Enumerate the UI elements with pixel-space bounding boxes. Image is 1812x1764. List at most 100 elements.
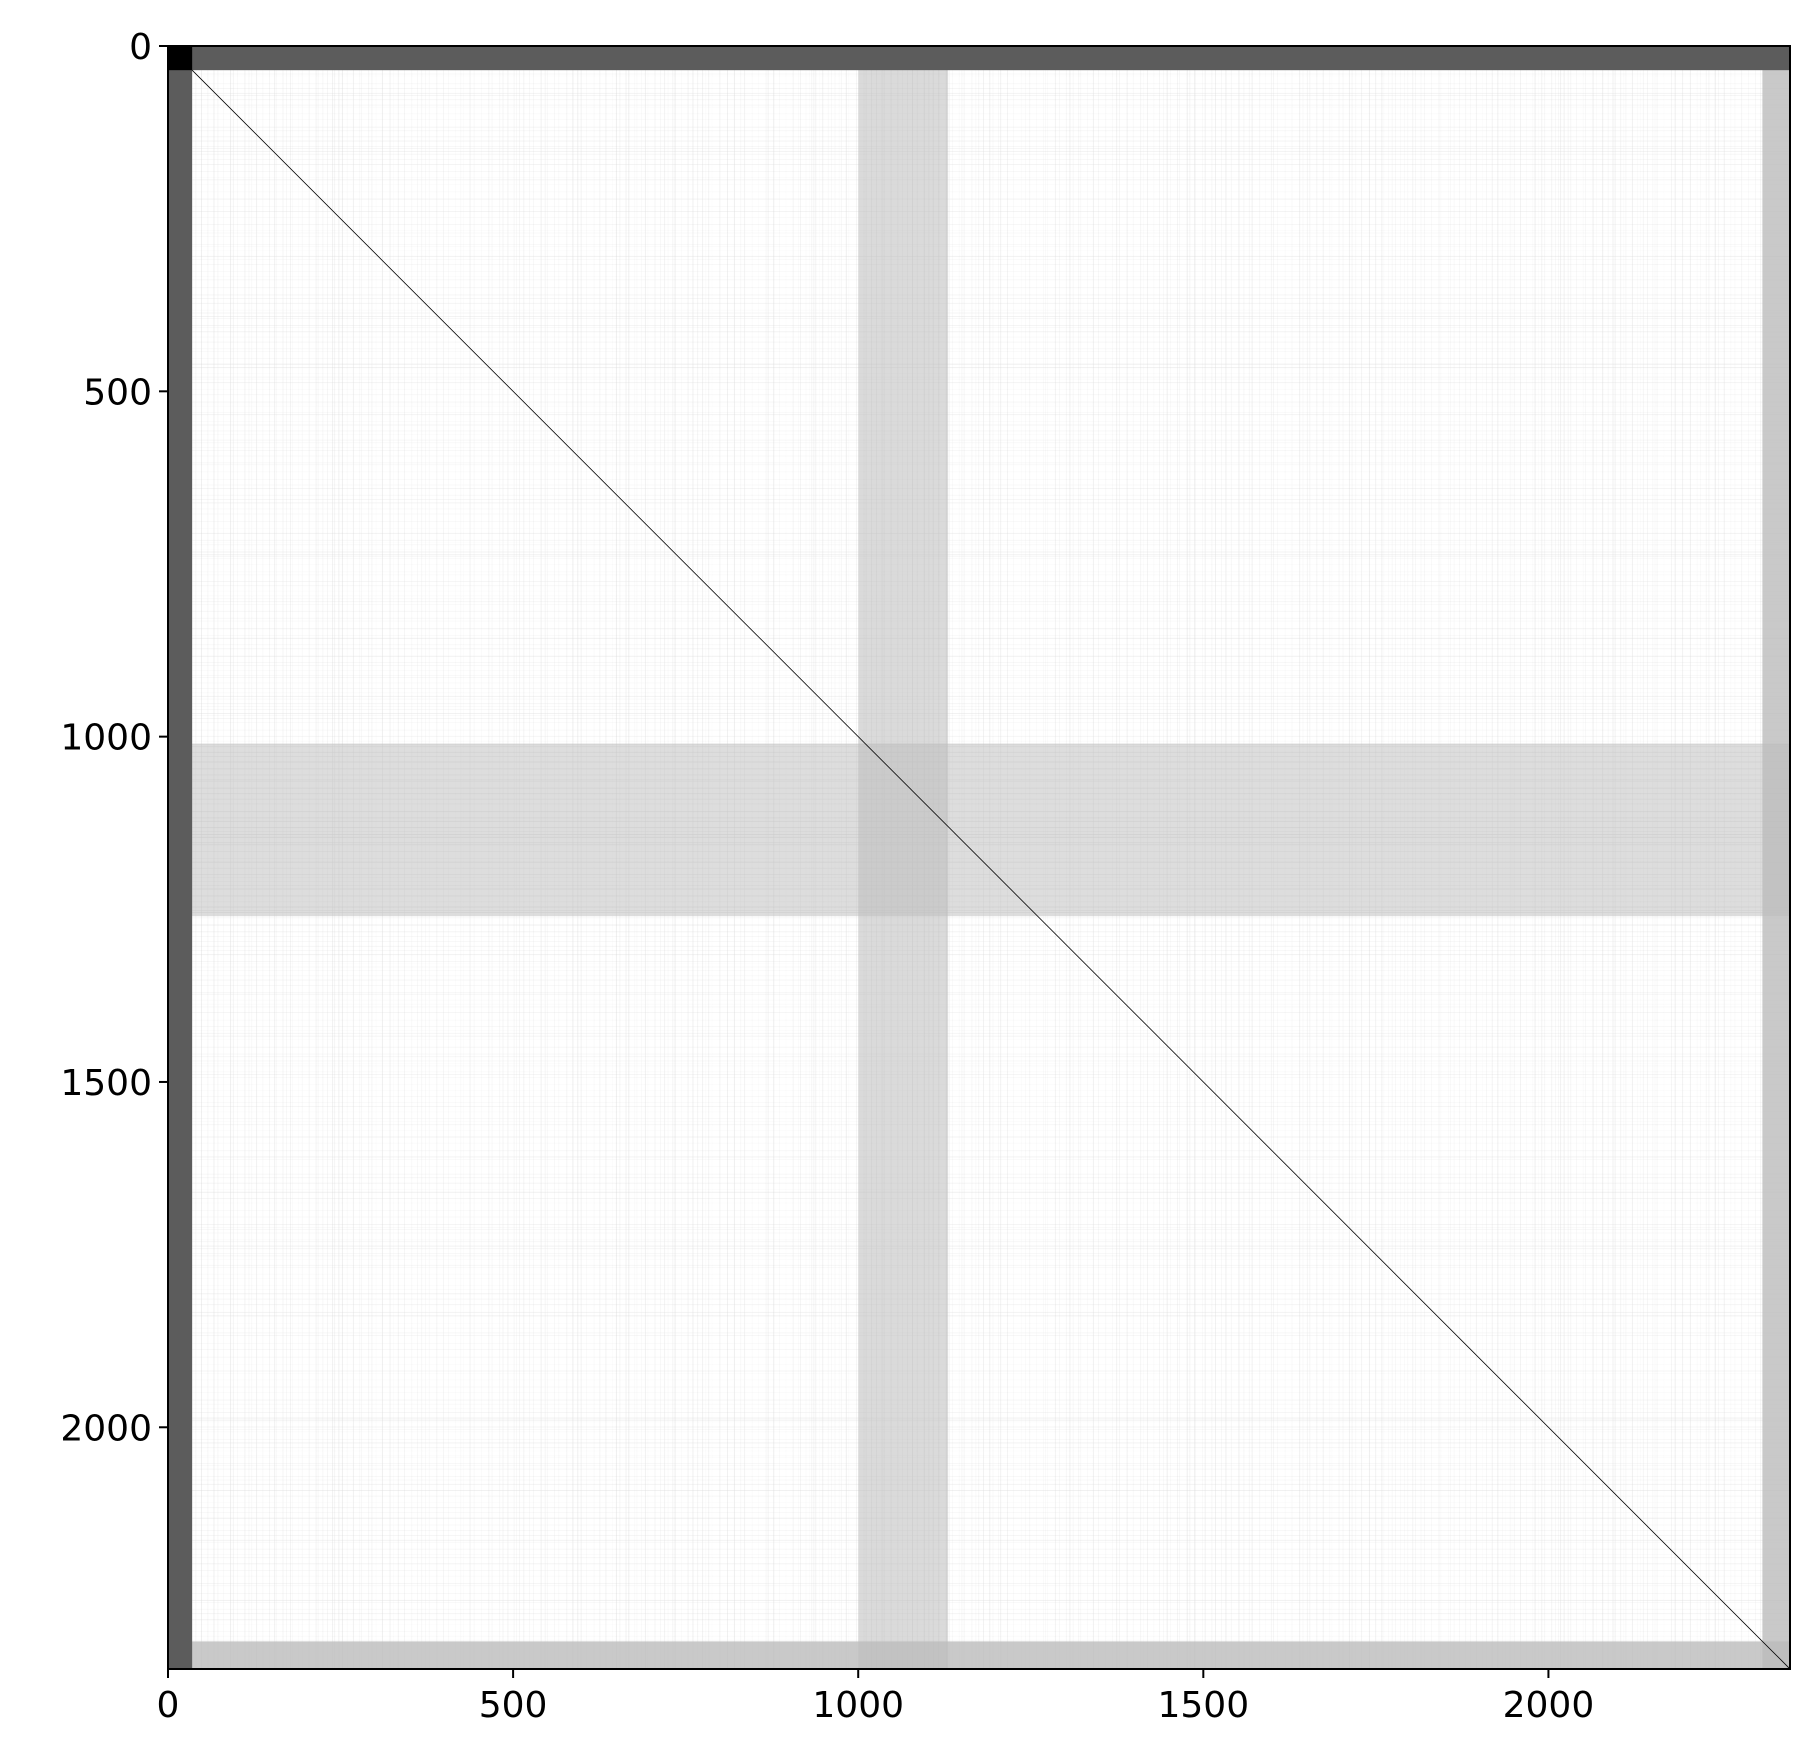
matrix-row-streak xyxy=(168,1619,1790,1621)
matrix-row-streak xyxy=(168,363,1790,365)
x-tick-label: 500 xyxy=(479,1685,548,1726)
y-tick-label: 500 xyxy=(83,372,152,413)
matrix-row-streak xyxy=(168,992,1790,994)
matrix-row-streak xyxy=(168,1465,1790,1466)
matrix-row-streak xyxy=(168,601,1790,603)
matrix-row-streak xyxy=(168,717,1790,719)
matrix-row-streak xyxy=(168,1535,1790,1536)
matrix-row-streak xyxy=(168,316,1790,317)
matrix-row-streak xyxy=(168,1575,1790,1577)
matrix-row-streak xyxy=(168,1084,1790,1085)
matrix-row-streak xyxy=(168,1517,1790,1519)
matrix-row-streak xyxy=(168,581,1790,582)
matrix-row-streak xyxy=(168,1226,1790,1228)
matrix-row-streak xyxy=(168,1468,1790,1470)
matrix-row-streak xyxy=(168,499,1790,500)
matrix-row-streak xyxy=(168,325,1790,326)
matrix-row-streak xyxy=(168,999,1790,1001)
matrix-row-streak xyxy=(168,1053,1790,1055)
matrix-row-streak xyxy=(168,1241,1790,1243)
matrix-row-streak xyxy=(168,713,1790,715)
matrix-row-streak xyxy=(168,1150,1790,1152)
matrix-row-streak xyxy=(168,1507,1790,1509)
matrix-row-streak xyxy=(168,551,1790,553)
matrix-row-streak xyxy=(168,539,1790,541)
y-tick-label: 1000 xyxy=(60,718,152,759)
y-tick-label: 0 xyxy=(129,27,152,68)
matrix-row-streak xyxy=(168,637,1790,639)
matrix-row-streak xyxy=(168,244,1790,245)
matrix-row-streak xyxy=(168,367,1790,369)
matrix-row-streak xyxy=(168,488,1790,489)
matrix-row-streak xyxy=(168,1159,1790,1160)
matrix-row-streak xyxy=(168,331,1790,333)
matrix-row-streak xyxy=(168,1003,1790,1005)
matrix-row-streak xyxy=(168,455,1790,457)
matrix-row-streak xyxy=(168,1124,1790,1126)
matrix-row-streak xyxy=(168,735,1790,737)
matrix-row-streak xyxy=(168,1426,1790,1428)
matrix-row-streak xyxy=(168,106,1790,108)
matrix-row-streak xyxy=(168,1293,1790,1295)
matrix-row-streak xyxy=(168,462,1790,464)
matrix-row-streak xyxy=(168,1548,1790,1550)
matrix-row-streak xyxy=(168,1370,1790,1372)
matrix-row-streak xyxy=(168,171,1790,172)
matrix-row-streak xyxy=(168,1379,1790,1381)
matrix-row-streak xyxy=(168,1419,1790,1421)
matrix-row-streak xyxy=(168,670,1790,671)
matrix-row-streak xyxy=(168,1570,1790,1571)
matrix-row-streak xyxy=(168,1012,1790,1013)
matrix-row-streak xyxy=(168,1060,1790,1062)
matrix-row-streak xyxy=(168,1245,1790,1247)
x-tick-label: 1500 xyxy=(1158,1685,1250,1726)
bottom-dense-rows xyxy=(168,1641,1790,1669)
matrix-row-streak xyxy=(168,1593,1790,1594)
x-tick-label: 2000 xyxy=(1503,1685,1595,1726)
matrix-row-streak xyxy=(168,975,1790,977)
matrix-row-streak xyxy=(168,148,1790,149)
darkest-corner-block xyxy=(168,46,193,71)
matrix-row-streak xyxy=(168,617,1790,619)
matrix-row-streak xyxy=(168,936,1790,937)
matrix-row-streak xyxy=(168,1189,1790,1190)
x-tick-label: 1000 xyxy=(812,1685,904,1726)
matrix-row-streak xyxy=(168,198,1790,200)
matrix-row-streak xyxy=(168,264,1790,265)
matrix-row-streak xyxy=(168,382,1790,384)
matrix-row-streak xyxy=(168,1512,1790,1513)
matrix-row-streak xyxy=(168,1463,1790,1464)
matrix-row-streak xyxy=(168,318,1790,319)
matrix-row-streak xyxy=(168,1156,1790,1158)
matrix-row-streak xyxy=(168,966,1790,968)
matrix-row-streak xyxy=(168,140,1790,142)
matrix-row-streak xyxy=(168,1322,1790,1324)
matrix-row-streak xyxy=(168,1490,1790,1491)
matrix-row-streak xyxy=(168,104,1790,106)
matrix-row-streak xyxy=(168,1608,1790,1610)
matrix-row-streak xyxy=(168,1267,1790,1269)
matrix-row-streak xyxy=(168,628,1790,630)
matrix-row-streak xyxy=(168,224,1790,225)
matrix-row-streak xyxy=(168,177,1790,178)
matrix-row-streak xyxy=(168,159,1790,160)
matrix-row-streak xyxy=(168,119,1790,120)
matrix-row-streak xyxy=(168,1224,1790,1225)
matrix-row-streak xyxy=(168,698,1790,700)
matrix-row-streak xyxy=(168,1232,1790,1234)
matrix-row-streak xyxy=(168,298,1790,299)
matrix-row-streak xyxy=(168,662,1790,663)
x-tick-label: 0 xyxy=(157,1685,180,1726)
matrix-row-streak xyxy=(168,1327,1790,1329)
dark-top-rows xyxy=(168,46,1790,71)
matrix-row-streak xyxy=(168,703,1790,705)
matrix-row-streak xyxy=(168,92,1790,94)
matrix-row-streak xyxy=(168,1349,1790,1350)
matrix-row-streak xyxy=(168,471,1790,473)
matrix-row-streak xyxy=(168,232,1790,234)
matrix-row-streak xyxy=(168,1111,1790,1113)
matrix-row-streak xyxy=(168,1074,1790,1075)
matrix-row-streak xyxy=(168,1541,1790,1543)
matrix-row-streak xyxy=(168,644,1790,646)
